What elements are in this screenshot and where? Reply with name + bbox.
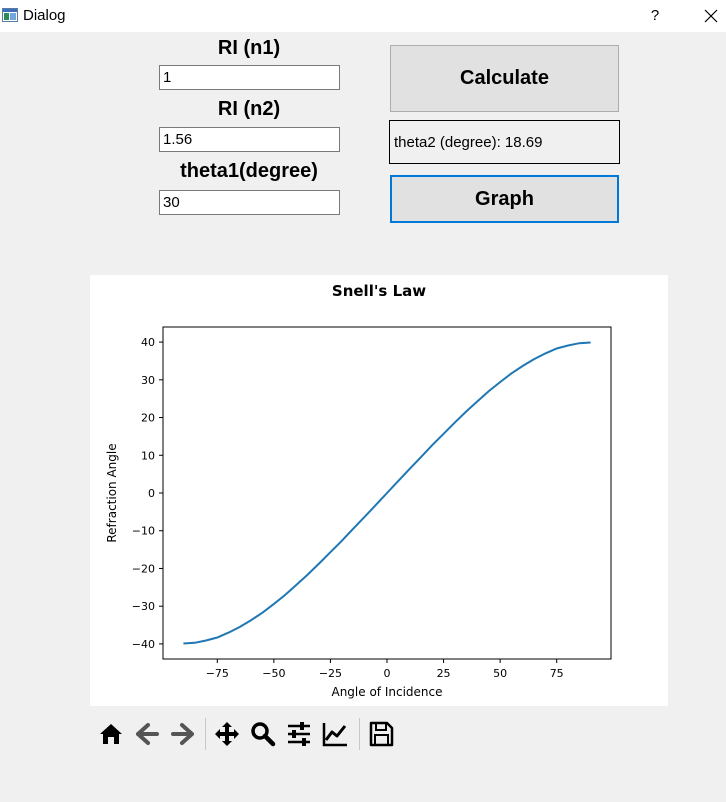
edit-axis-button[interactable] [319,716,351,752]
x-axis-label: Angle of Incidence [331,685,442,699]
app-window-icon [2,8,18,22]
theta1-input[interactable] [159,190,340,215]
y-tick-label: 0 [148,487,155,500]
x-tick-label: 25 [437,667,451,680]
forward-arrow-icon [171,723,194,745]
n1-input[interactable] [159,65,340,90]
toolbar-separator [205,718,206,750]
y-tick-label: −10 [132,525,155,538]
n2-input[interactable] [159,127,340,152]
edit-axis-icon [322,723,347,747]
refraction-curve [183,341,591,645]
pan-icon [215,722,239,746]
x-tick-label: 50 [493,667,507,680]
snells-law-chart: Snell's Law −75 −50 −25 0 25 50 75 −40 −30 −20 −10… [105,282,612,699]
configure-subplots-button[interactable] [283,716,315,752]
calculate-button[interactable]: Calculate [390,45,619,112]
x-tick-label: −75 [206,667,229,680]
y-tick-label: −40 [132,638,155,651]
window-title: Dialog [23,7,66,24]
home-icon [100,724,122,744]
close-icon [704,9,718,23]
forward-button[interactable] [167,716,199,752]
help-button[interactable]: ? [650,7,660,24]
close-button[interactable] [696,5,726,27]
theta1-label: theta1(degree) [180,160,318,182]
y-tick-label: 40 [141,336,155,349]
save-button[interactable] [365,716,397,752]
zoom-icon [251,722,276,747]
y-tick-label: 10 [141,449,155,462]
y-tick-label: 30 [141,374,155,387]
zoom-button[interactable] [247,716,279,752]
back-button[interactable] [131,716,163,752]
x-tick-label: −25 [319,667,342,680]
toolbar-separator [359,718,360,750]
y-axis-label: Refraction Angle [105,443,119,542]
plot-canvas: Snell's Law −75 −50 −25 0 25 50 75 −40 −30 −20 −10… [90,275,668,706]
y-tick-label: −30 [132,600,155,613]
y-tick-label: 20 [141,412,155,425]
pan-button[interactable] [211,716,243,752]
x-tick-label: 0 [384,667,391,680]
x-tick-label: 75 [550,667,564,680]
back-arrow-icon [136,723,159,745]
save-icon [369,721,394,747]
graph-button[interactable]: Graph [390,175,619,223]
title-bar: Dialog ? [0,0,726,32]
n2-label: RI (n2) [217,98,281,120]
x-tick-label: −50 [262,667,285,680]
chart-title: Snell's Law [332,282,426,300]
result-display: theta2 (degree): 18.69 [389,120,620,164]
plot-toolbar [95,716,415,752]
n1-label: RI (n1) [217,37,281,59]
y-tick-label: −20 [132,562,155,575]
home-button[interactable] [95,716,127,752]
configure-subplots-icon [288,722,310,746]
